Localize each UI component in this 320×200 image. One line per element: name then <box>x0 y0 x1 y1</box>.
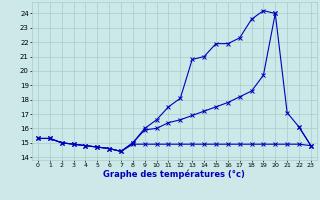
X-axis label: Graphe des températures (°c): Graphe des températures (°c) <box>103 170 245 179</box>
